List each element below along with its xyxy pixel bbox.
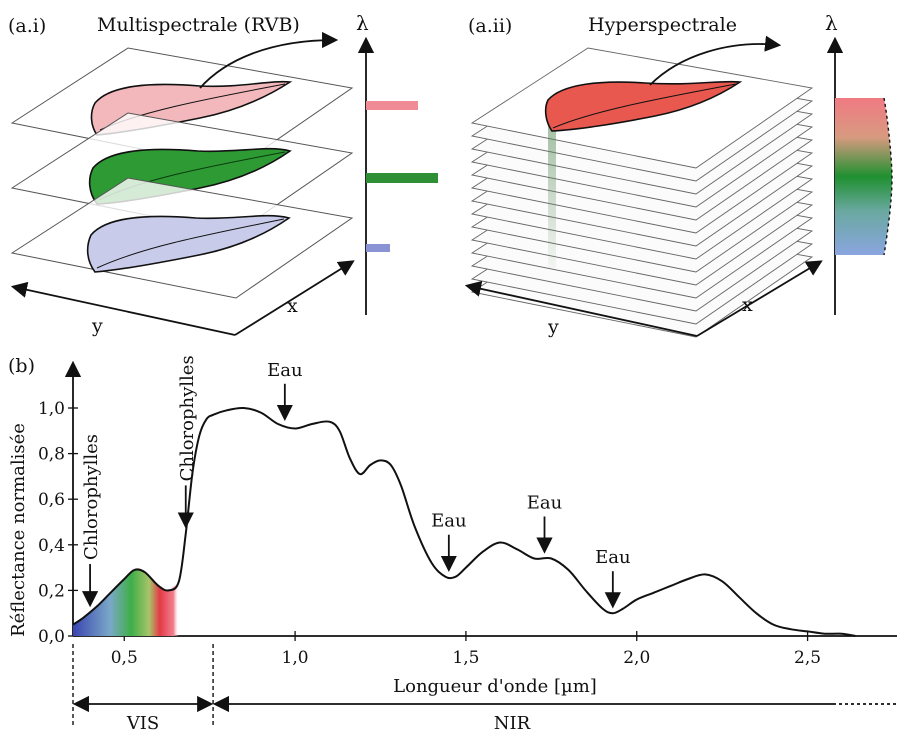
panel-a2-title: Hyperspectrale [588, 14, 737, 36]
leaf-blue-icon [86, 214, 291, 273]
x-tick-label: 2,0 [623, 648, 650, 668]
x-tick-label: 0,5 [111, 648, 138, 668]
hyper-axis-x-label: x [742, 294, 753, 316]
y-tick-label: 0,2 [38, 581, 65, 601]
axis-y-arrow [10, 281, 236, 336]
axis-x-arrow [234, 260, 355, 336]
panel-a1-label: (a.i) [8, 15, 46, 37]
panel-a1-title: Multispectrale (RVB) [97, 14, 300, 36]
band-green [366, 173, 438, 183]
region-label: NIR [494, 713, 531, 731]
x-axis-label: Longueur d'onde [µm] [393, 676, 597, 697]
y-tick-label: 1,0 [38, 399, 65, 419]
band-red [366, 101, 418, 110]
region-label: VIS [126, 713, 159, 731]
y-tick-label: 0,0 [38, 627, 65, 647]
hyper-axis-y-label: y [547, 316, 559, 338]
annotation-label: Chlorophylles [81, 434, 102, 560]
annotation-label: Eau [267, 360, 302, 381]
lambda-label: λ [356, 11, 369, 35]
x-tick-label: 1,0 [282, 648, 309, 668]
hyper-leaf-to-title-arrow [649, 35, 782, 86]
leaf-hyper-icon [544, 80, 743, 132]
annotation-label: Eau [527, 492, 562, 513]
hyper-spectrum-band [835, 98, 892, 255]
hyper-lambda-label: λ [825, 11, 838, 35]
panel-multispectral: (a.i) Multispectrale (RVB) y x λ [8, 11, 438, 337]
x-tick-label: 2,5 [794, 648, 821, 668]
x-tick-label: 1,5 [452, 648, 479, 668]
leaf-column [548, 108, 556, 268]
y-tick-label: 0,8 [38, 445, 65, 465]
annotation-label: Eau [431, 511, 466, 532]
panel-a2-label: (a.ii) [468, 15, 512, 37]
axis-y-label: y [91, 315, 103, 337]
panel-hyperspectral: (a.ii) Hyperspectrale y x λ [464, 11, 893, 338]
axis-x-label: x [287, 295, 298, 317]
hyper-axis-x-arrow [696, 260, 823, 337]
y-tick-label: 0,6 [38, 490, 65, 510]
y-axis-label: Réflectance normalisée [8, 423, 29, 637]
hyper-axis-y-arrow [464, 280, 698, 337]
annotation-label: Eau [595, 547, 630, 568]
reflectance-curve [72, 406, 856, 637]
leaf-to-title-arrow [199, 31, 339, 89]
panel-b: (b) 0,0 0,2 0,4 0,6 0,8 1,0 0,5 1,0 1,5 2,0 2,5 Lon… [8, 355, 897, 731]
annotation-label: Chlorophylles [177, 355, 198, 481]
y-tick-label: 0,4 [38, 536, 65, 556]
reflectance-chart: 0,0 0,2 0,4 0,6 0,8 1,0 0,5 1,0 1,5 2,0 2,5 Longueu… [8, 355, 897, 731]
band-blue [366, 244, 390, 252]
visible-spectrum-fill [73, 569, 179, 636]
layer-blue [10, 177, 354, 299]
panel-b-label: (b) [8, 355, 35, 377]
